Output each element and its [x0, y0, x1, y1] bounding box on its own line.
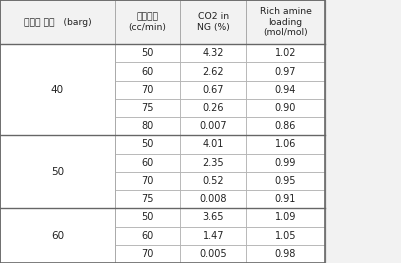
Bar — [115, 245, 180, 263]
Bar — [180, 190, 246, 208]
Text: 0.90: 0.90 — [275, 103, 296, 113]
Bar — [246, 99, 325, 117]
Bar — [246, 81, 325, 99]
Bar — [0, 135, 115, 208]
Text: 80: 80 — [142, 121, 154, 131]
Text: 0.52: 0.52 — [203, 176, 224, 186]
Bar — [115, 172, 180, 190]
Text: 0.008: 0.008 — [200, 194, 227, 204]
Bar — [180, 44, 246, 62]
Bar — [180, 245, 246, 263]
Text: 40: 40 — [51, 85, 64, 95]
Text: 60: 60 — [142, 158, 154, 168]
Bar — [115, 62, 180, 81]
Bar — [115, 208, 180, 226]
Text: 50: 50 — [51, 167, 64, 177]
Bar — [180, 208, 246, 226]
Text: 흡수탑 압력   (barg): 흡수탑 압력 (barg) — [24, 18, 91, 27]
Text: 50: 50 — [142, 48, 154, 58]
Bar — [246, 117, 325, 135]
Bar — [246, 154, 325, 172]
Text: 0.005: 0.005 — [199, 249, 227, 259]
Bar — [180, 99, 246, 117]
Text: 3.65: 3.65 — [203, 213, 224, 222]
Bar — [180, 135, 246, 154]
Text: CO2 in
NG (%): CO2 in NG (%) — [197, 12, 230, 32]
Text: 2.62: 2.62 — [203, 67, 224, 77]
Text: 2.35: 2.35 — [203, 158, 224, 168]
Bar — [180, 81, 246, 99]
Text: 60: 60 — [142, 67, 154, 77]
Bar — [246, 62, 325, 81]
Text: 0.67: 0.67 — [203, 85, 224, 95]
Bar — [115, 44, 180, 62]
Bar — [246, 226, 325, 245]
Bar — [246, 44, 325, 62]
Text: Rich amine
loading
(mol/mol): Rich amine loading (mol/mol) — [259, 7, 312, 37]
Text: 75: 75 — [142, 194, 154, 204]
Bar — [246, 208, 325, 226]
Text: 0.97: 0.97 — [275, 67, 296, 77]
Bar — [0, 208, 115, 263]
Text: 0.91: 0.91 — [275, 194, 296, 204]
Bar — [246, 0, 325, 44]
Text: 0.98: 0.98 — [275, 249, 296, 259]
Text: 50: 50 — [142, 213, 154, 222]
Text: 60: 60 — [51, 231, 64, 241]
Bar — [115, 81, 180, 99]
Bar — [180, 0, 246, 44]
Bar — [180, 154, 246, 172]
Text: 75: 75 — [142, 103, 154, 113]
Bar — [115, 226, 180, 245]
Bar — [115, 99, 180, 117]
Text: 70: 70 — [142, 85, 154, 95]
Text: 0.007: 0.007 — [199, 121, 227, 131]
Bar — [180, 226, 246, 245]
Text: 4.32: 4.32 — [203, 48, 224, 58]
Bar — [115, 0, 180, 44]
Text: 60: 60 — [142, 231, 154, 241]
Bar — [0, 44, 115, 135]
Text: 70: 70 — [142, 249, 154, 259]
Text: 4.01: 4.01 — [203, 139, 224, 149]
Bar — [246, 190, 325, 208]
Bar — [115, 135, 180, 154]
Bar — [180, 172, 246, 190]
Bar — [246, 172, 325, 190]
Bar — [0, 0, 115, 44]
Text: 50: 50 — [142, 139, 154, 149]
Bar — [115, 154, 180, 172]
Text: 1.02: 1.02 — [275, 48, 296, 58]
Text: 0.99: 0.99 — [275, 158, 296, 168]
Text: 1.47: 1.47 — [203, 231, 224, 241]
Bar — [180, 62, 246, 81]
Bar — [115, 117, 180, 135]
Text: 0.94: 0.94 — [275, 85, 296, 95]
Text: 1.05: 1.05 — [275, 231, 296, 241]
Text: 70: 70 — [142, 176, 154, 186]
Bar — [246, 245, 325, 263]
Text: 1.09: 1.09 — [275, 213, 296, 222]
Text: 0.95: 0.95 — [275, 176, 296, 186]
Bar — [246, 135, 325, 154]
Text: 1.06: 1.06 — [275, 139, 296, 149]
Bar — [115, 190, 180, 208]
Text: 0.86: 0.86 — [275, 121, 296, 131]
Text: 0.26: 0.26 — [203, 103, 224, 113]
Bar — [180, 117, 246, 135]
Text: 순환유량
(cc/min): 순환유량 (cc/min) — [129, 12, 166, 32]
